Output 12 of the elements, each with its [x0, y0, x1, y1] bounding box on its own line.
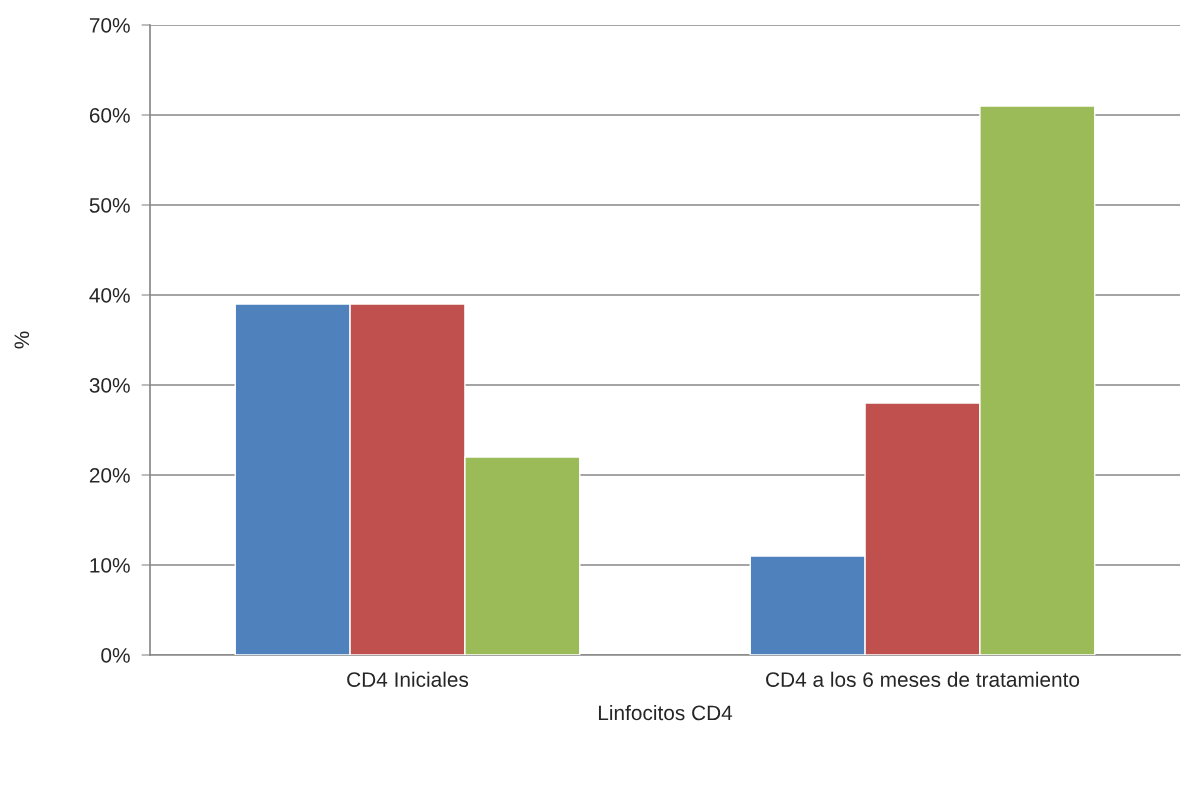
y-axis-title: %: [14, 331, 30, 349]
y-tick-label: 30%: [89, 378, 130, 393]
y-tick-label: 10%: [90, 558, 130, 573]
y-tick-label: 20%: [89, 468, 130, 483]
y-tick-label: 0%: [101, 648, 130, 663]
y-tick-label: 40%: [89, 288, 130, 303]
x-tick-label: CD4 a los 6 meses de tratamiento: [766, 671, 1080, 687]
x-axis-title: Linfocitos CD4: [598, 704, 733, 721]
x-tick-label: CD4 Iniciales: [347, 671, 469, 687]
y-tick-label: 50%: [89, 198, 130, 213]
y-tick-label: 70%: [89, 18, 130, 33]
y-tick-label: 60%: [89, 108, 130, 123]
